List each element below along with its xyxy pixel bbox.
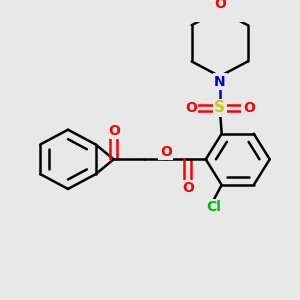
Text: O: O [185, 101, 197, 115]
Text: O: O [214, 0, 226, 11]
Text: S: S [214, 100, 225, 115]
Text: O: O [160, 145, 172, 159]
Text: O: O [182, 181, 194, 195]
Text: N: N [214, 75, 226, 89]
Text: Cl: Cl [206, 200, 221, 214]
Text: O: O [108, 124, 120, 138]
Text: O: O [243, 101, 255, 115]
